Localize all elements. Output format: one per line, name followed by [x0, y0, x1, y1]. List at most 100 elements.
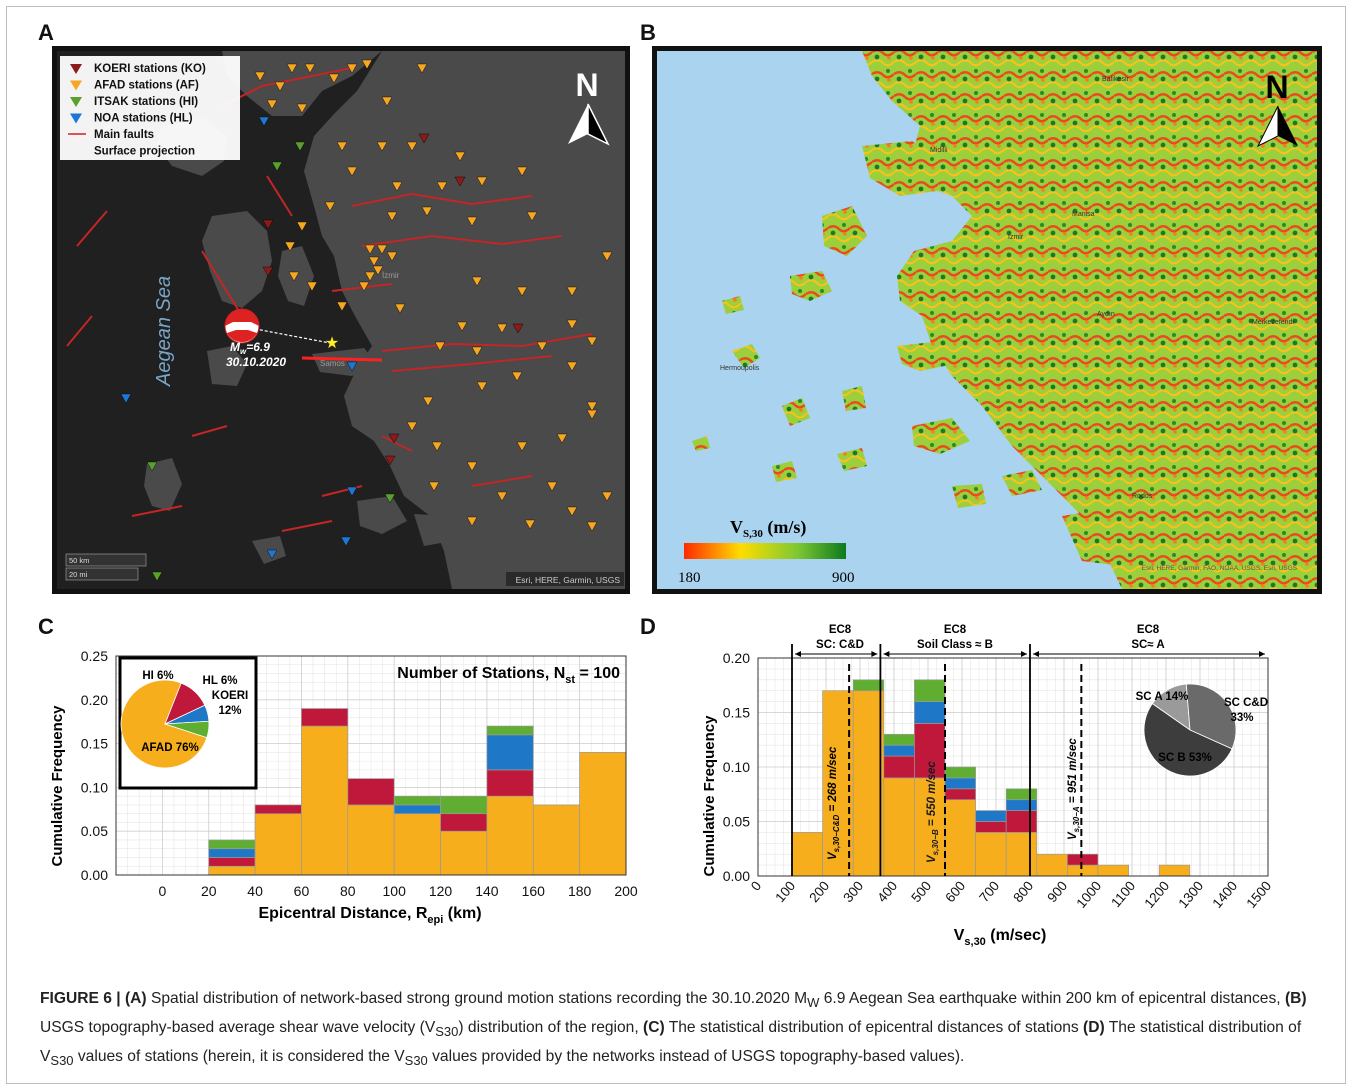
- station-marker-icon: [471, 276, 483, 287]
- bar-segment: [208, 848, 256, 858]
- station-marker-icon: [431, 441, 443, 452]
- bar-segment: [883, 755, 915, 779]
- x-tick-label: 140: [475, 883, 499, 899]
- legend-label: KOERI stations (KO): [94, 63, 206, 75]
- station-marker-icon: [526, 211, 538, 222]
- bar-segment: [944, 788, 976, 801]
- station-marker-icon: [364, 271, 376, 282]
- y-tick-label: 0.00: [723, 868, 750, 884]
- caption-text: Spatial distribution of network-based st…: [146, 990, 808, 1007]
- vs30-map: Balıkesir Midilli Manisa İzmir Aydın Mer…: [652, 46, 1322, 594]
- bar-segment: [301, 725, 349, 876]
- station-marker-icon: [288, 271, 300, 282]
- station-marker-icon: [466, 216, 478, 227]
- x-tick-label: 80: [340, 883, 356, 899]
- x-tick-label: 400: [874, 878, 900, 905]
- x-tick-label: 0: [158, 883, 166, 899]
- stations-count-label: Number of Stations, Nst = 100: [397, 665, 620, 686]
- bar-segment: [822, 690, 854, 877]
- map-b-places: Balıkesir Midilli Manisa İzmir Aydın Mer…: [720, 76, 1294, 500]
- station-marker-icon: [324, 201, 336, 212]
- sea-label: Aegean Sea: [153, 276, 175, 387]
- pie-slice: [1185, 683, 1237, 750]
- bar-segment: [883, 744, 915, 757]
- bar-segment: [883, 733, 915, 746]
- station-marker-icon: [381, 96, 393, 107]
- bar-segment: [883, 777, 915, 877]
- bar-segment: [1036, 853, 1068, 877]
- station-marker-icon: [386, 251, 398, 262]
- chart-c-ylabel: Cumulative Frequency: [49, 705, 66, 867]
- x-tick-label: 160: [522, 883, 546, 899]
- station-marker-icon: [376, 141, 388, 152]
- legend-label: AFAD stations (AF): [94, 80, 199, 92]
- bar-segment: [393, 804, 441, 815]
- zone-arrowhead-icon: [1259, 651, 1265, 657]
- svg-text:N: N: [575, 67, 598, 103]
- bar-segment: [254, 804, 302, 815]
- bar-segment: [393, 813, 441, 876]
- y-tick-label: 0.20: [723, 650, 750, 666]
- place-hermoupolis: Hermoupolis: [720, 365, 760, 372]
- station-marker-icon: [496, 323, 508, 334]
- panel-a-label: A: [38, 20, 54, 45]
- epicenter-star-icon: ★: [325, 335, 339, 352]
- y-tick-label: 0.10: [81, 779, 108, 795]
- station-marker-icon: [376, 244, 388, 255]
- chart-c: 0.00 0.05 0.10 0.15 0.20 0.25 0 20 40 60 80 100 120 1…: [49, 648, 638, 926]
- svg-text:50 km: 50 km: [69, 556, 89, 565]
- place-manisa: Manisa: [1072, 211, 1095, 218]
- bar-segment: [208, 865, 256, 876]
- station-marker-icon: [406, 421, 418, 432]
- station-marker-icon: [266, 549, 278, 560]
- pie-slice: [120, 679, 208, 769]
- pie-label-afad: AFAD 76%: [141, 742, 199, 754]
- pie-label-sca: SC A 14%: [1136, 691, 1189, 703]
- bar-segment: [852, 679, 885, 692]
- station-marker-icon: [372, 265, 384, 276]
- mean-label-cd: Vs,30−C&D = 268 m/sec: [827, 746, 841, 860]
- caption-c-marker: (C): [643, 1019, 665, 1037]
- station-marker-icon: [346, 166, 358, 177]
- bar-segment: [486, 769, 534, 797]
- map-b-land: [692, 51, 1317, 589]
- north-arrow-icon: N: [568, 67, 610, 146]
- event-date: 30.10.2020: [226, 355, 286, 369]
- y-tick-label: 0.05: [81, 823, 108, 839]
- svg-text:20 mi: 20 mi: [69, 570, 88, 579]
- x-tick-label: 180: [568, 883, 592, 899]
- station-marker-icon: [361, 59, 373, 70]
- legend-label: Main faults: [94, 129, 154, 141]
- x-tick-label: 1300: [1175, 878, 1206, 911]
- place-izmir: İzmir: [382, 271, 400, 280]
- station-marker-icon: [454, 176, 466, 187]
- zone-arrowhead-icon: [871, 651, 878, 657]
- bar-segment: [579, 752, 627, 876]
- legend-label: ITSAK stations (HI): [94, 96, 198, 108]
- colorbar-min-label: 180: [678, 570, 701, 586]
- bar-segment: [440, 795, 488, 815]
- bar-segment: [486, 734, 534, 771]
- place-midilli: Midilli: [930, 147, 948, 154]
- bar-segment: [1005, 832, 1038, 877]
- legend-label: Surface projection: [94, 146, 195, 158]
- legend-marker-icon: [70, 113, 82, 124]
- station-marker-icon: [304, 63, 316, 74]
- y-tick-label: 0.00: [81, 867, 108, 883]
- zone-arrowhead-icon: [1033, 651, 1039, 657]
- station-map: Mw=6.9 30.10.2020 ★ Samos İzmir Aegean S…: [52, 46, 630, 594]
- map-a-stations: [120, 59, 613, 582]
- place-rodos: Rodos: [1132, 493, 1153, 500]
- station-marker-icon: [556, 433, 568, 444]
- colorbar-gradient: [684, 543, 846, 559]
- bar-segment: [1005, 810, 1038, 833]
- event-magnitude: Mw=6.9: [230, 340, 270, 356]
- pie-slice: [164, 720, 210, 739]
- station-marker-icon: [384, 493, 396, 504]
- station-marker-icon: [516, 286, 528, 297]
- station-marker-icon: [296, 221, 308, 232]
- bar-segment: [1005, 799, 1038, 811]
- station-marker-icon: [346, 63, 358, 74]
- station-marker-icon: [466, 516, 478, 527]
- bar-segment: [393, 795, 441, 806]
